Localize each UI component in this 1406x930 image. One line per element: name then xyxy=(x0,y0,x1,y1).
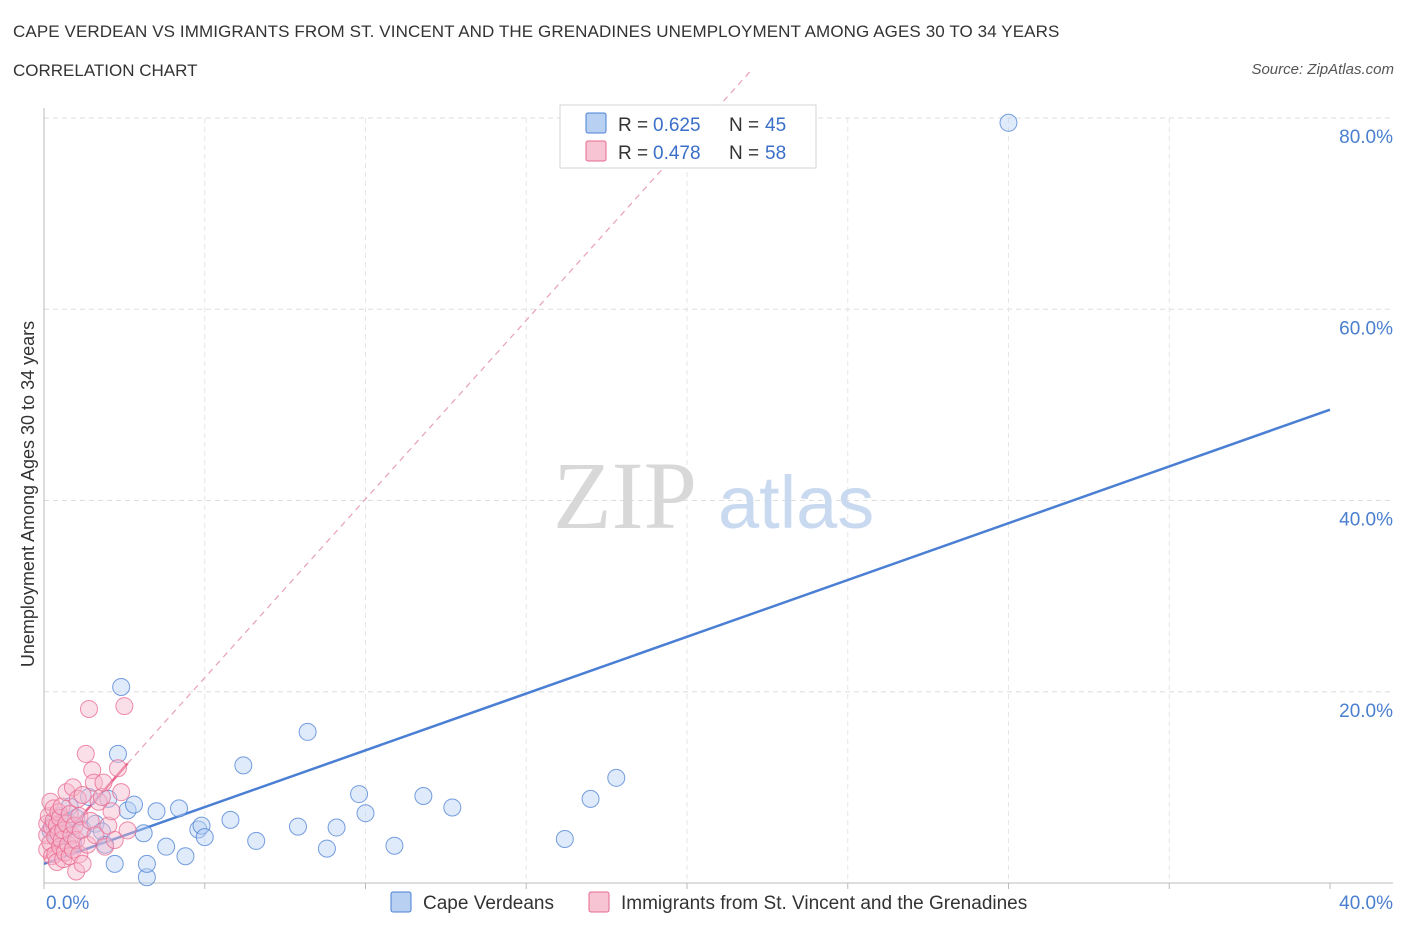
gridlines xyxy=(44,117,1393,883)
point-cape-verdean xyxy=(147,802,166,821)
point-cape-verdean xyxy=(195,828,214,847)
point-st-vincent xyxy=(80,699,99,718)
legend-r-value-1: 0.625 xyxy=(653,115,701,136)
point-st-vincent xyxy=(96,837,115,856)
point-cape-verdean xyxy=(170,799,189,818)
point-st-vincent xyxy=(84,773,103,792)
axes xyxy=(43,108,1393,889)
point-cape-verdean xyxy=(108,744,127,763)
point-st-vincent xyxy=(94,773,113,792)
point-cape-verdean xyxy=(157,837,176,856)
point-cape-verdean xyxy=(356,804,375,823)
point-cape-verdean xyxy=(105,854,124,873)
y-tick-label: 20.0% xyxy=(1339,701,1393,722)
point-cape-verdean xyxy=(288,817,307,836)
point-cape-verdean xyxy=(999,113,1018,132)
point-st-vincent xyxy=(67,830,86,849)
watermark: ZIP atlas xyxy=(553,442,874,549)
trend-line-st-vincent-extension xyxy=(127,69,752,764)
x-tick-label: 40.0% xyxy=(1339,893,1393,914)
series-swatch-st-vincent xyxy=(588,891,610,913)
point-cape-verdean xyxy=(112,677,131,696)
point-cape-verdean xyxy=(192,816,211,835)
legend-r-label-2: R = xyxy=(618,143,648,164)
point-st-vincent xyxy=(73,854,92,873)
legend-n-value-1: 45 xyxy=(765,115,786,136)
point-cape-verdean xyxy=(221,810,240,829)
trend-line-cape-verdeans xyxy=(43,408,1331,866)
point-st-vincent xyxy=(118,821,137,840)
legend-swatch-pink xyxy=(585,140,607,162)
point-st-vincent xyxy=(70,807,89,826)
legend-swatch-blue xyxy=(585,112,607,134)
point-st-vincent xyxy=(63,778,82,797)
point-cape-verdean xyxy=(134,824,153,843)
point-cape-verdean xyxy=(414,786,433,805)
point-cape-verdean xyxy=(581,789,600,808)
point-cape-verdean xyxy=(443,798,462,817)
point-st-vincent xyxy=(76,744,95,763)
chart-title: CAPE VERDEAN VS IMMIGRANTS FROM ST. VINC… xyxy=(13,22,1060,41)
point-cape-verdean xyxy=(125,795,144,814)
point-st-vincent xyxy=(92,787,111,806)
watermark-zip: ZIP xyxy=(553,442,697,549)
point-st-vincent xyxy=(67,862,86,881)
legend-n-label-1: N = xyxy=(729,115,759,136)
legend-n-value-2: 58 xyxy=(765,143,786,164)
point-cape-verdean xyxy=(555,830,574,849)
point-st-vincent xyxy=(112,783,131,802)
series-label-cape-verdeans: Cape Verdeans xyxy=(423,893,554,914)
series-swatch-cape-verdeans xyxy=(390,891,412,913)
series-label-st-vincent: Immigrants from St. Vincent and the Gren… xyxy=(621,893,1027,914)
chart-subtitle: CORRELATION CHART xyxy=(13,61,198,80)
point-st-vincent xyxy=(108,759,127,778)
point-cape-verdean xyxy=(385,836,404,855)
point-cape-verdean xyxy=(137,868,156,887)
point-cape-verdean xyxy=(137,854,156,873)
point-st-vincent xyxy=(115,697,134,716)
y-tick-label: 60.0% xyxy=(1339,318,1393,339)
point-cape-verdean xyxy=(298,722,317,741)
y-tick-label: 40.0% xyxy=(1339,510,1393,531)
point-cape-verdean xyxy=(234,756,253,775)
legend-n-label-2: N = xyxy=(729,143,759,164)
tick-labels: 20.0% 40.0% 60.0% 80.0% 0.0% 40.0% xyxy=(46,127,1393,914)
point-st-vincent xyxy=(89,792,108,811)
point-cape-verdean xyxy=(317,839,336,858)
point-st-vincent xyxy=(105,830,124,849)
point-st-vincent xyxy=(102,802,121,821)
point-cape-verdean xyxy=(247,831,266,850)
x-tick-label: 0.0% xyxy=(46,893,89,914)
point-cape-verdean xyxy=(176,847,195,866)
legend-r-label-1: R = xyxy=(618,115,648,136)
source-label: Source: ZipAtlas.com xyxy=(1251,61,1394,78)
point-cape-verdean xyxy=(350,785,369,804)
point-cape-verdean xyxy=(327,818,346,837)
y-tick-label: 80.0% xyxy=(1339,127,1393,148)
legend: R = 0.625 N = 45 R = 0.478 N = 58 xyxy=(559,104,817,169)
point-st-vincent xyxy=(86,826,105,845)
point-cape-verdean xyxy=(80,787,99,806)
data-points xyxy=(38,113,1018,887)
point-cape-verdean xyxy=(607,768,626,787)
y-axis-label: Unemployment Among Ages 30 to 34 years xyxy=(18,321,38,667)
point-st-vincent xyxy=(81,811,100,830)
point-st-vincent xyxy=(62,826,81,845)
legend-r-value-2: 0.478 xyxy=(653,143,701,164)
watermark-atlas: atlas xyxy=(718,461,874,544)
series-legend: Cape Verdeans Immigrants from St. Vincen… xyxy=(390,891,1027,914)
point-st-vincent xyxy=(73,786,92,805)
